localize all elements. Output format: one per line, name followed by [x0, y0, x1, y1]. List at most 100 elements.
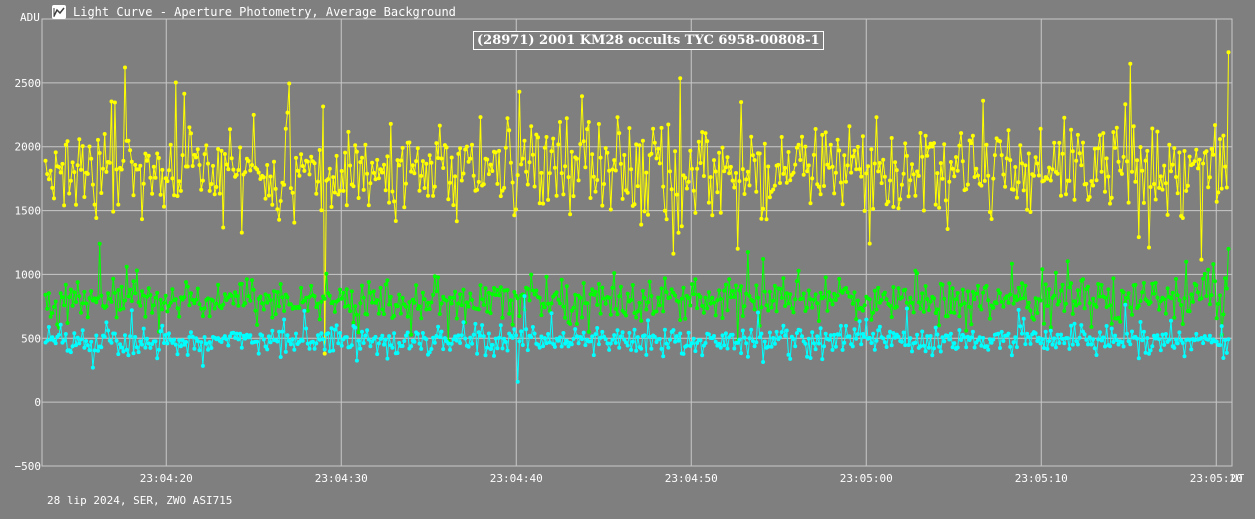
data-point-comparison [378, 285, 383, 290]
data-point-comparison [1158, 299, 1163, 304]
data-point-target [945, 227, 950, 231]
data-point-target [1011, 187, 1016, 192]
data-point-comparison [1206, 267, 1211, 272]
y-tick-label: 1500 [15, 205, 42, 218]
data-point-target [578, 142, 583, 147]
data-point-comparison [527, 298, 532, 303]
data-point-target [959, 131, 964, 136]
data-point-target [361, 187, 366, 192]
data-point-comparison [50, 311, 55, 316]
data-point-comparison [1069, 281, 1074, 286]
data-point-target [960, 159, 965, 164]
data-point-background_series [1189, 347, 1194, 352]
data-point-background_series [1194, 331, 1199, 336]
data-point-background_series [1143, 350, 1148, 355]
data-point-target [454, 219, 459, 224]
data-point-target [937, 205, 942, 210]
data-point-comparison [659, 286, 664, 291]
data-point-background_series [1091, 337, 1096, 342]
data-point-target [214, 185, 219, 189]
data-point-comparison [624, 313, 628, 318]
data-point-target [155, 151, 160, 156]
data-point-background_series [962, 335, 967, 340]
data-point-target [1081, 140, 1085, 145]
data-point-target [74, 202, 78, 207]
data-point-background_series [756, 310, 760, 315]
data-point-comparison [158, 297, 163, 302]
data-point-comparison [612, 271, 617, 276]
data-point-comparison [960, 287, 965, 292]
data-point-background_series [908, 336, 913, 341]
data-point-background_series [664, 341, 669, 346]
data-point-comparison [1136, 303, 1141, 308]
data-point-comparison [1087, 301, 1092, 306]
data-point-background_series [1018, 324, 1023, 329]
data-point-target [209, 182, 214, 186]
data-point-comparison [189, 291, 193, 296]
data-point-background_series [596, 342, 601, 347]
data-point-comparison [815, 301, 820, 306]
x-tick-label: 23:04:20 [140, 472, 193, 485]
data-point-comparison [830, 302, 835, 307]
data-point-target [1006, 128, 1011, 133]
data-point-background_series [514, 333, 518, 338]
data-point-background_series [811, 341, 816, 346]
data-point-background_series [373, 334, 378, 339]
data-point-comparison [82, 289, 87, 294]
data-point-background_series [1125, 331, 1129, 336]
data-point-comparison [561, 304, 566, 309]
data-point-background_series [497, 335, 502, 340]
data-point-target [50, 185, 55, 190]
data-point-target [351, 184, 356, 189]
data-point-comparison [261, 307, 266, 312]
data-point-comparison [99, 293, 104, 298]
data-point-target [1187, 154, 1192, 159]
data-point-comparison [219, 306, 224, 311]
data-point-comparison [53, 299, 58, 304]
data-point-comparison [967, 304, 972, 309]
data-point-target [158, 192, 163, 197]
data-point-target [541, 201, 546, 206]
data-point-target [277, 217, 282, 222]
data-point-background_series [1052, 336, 1057, 341]
data-point-target [1091, 183, 1096, 188]
data-point-background_series [893, 335, 898, 340]
data-point-background_series [354, 358, 359, 363]
data-point-background_series [266, 334, 271, 339]
data-point-target [891, 204, 896, 209]
data-point-target [602, 182, 606, 186]
data-point-comparison [109, 299, 114, 304]
data-point-target [182, 91, 187, 96]
data-point-target [820, 132, 825, 137]
y-tick-label: 2000 [15, 141, 42, 154]
data-point-target [596, 122, 601, 126]
data-point-target [728, 164, 733, 169]
data-point-target [270, 202, 275, 207]
data-point-background_series [94, 333, 99, 338]
data-point-background_series [302, 308, 307, 313]
data-point-comparison [361, 295, 366, 300]
data-point-target [947, 179, 952, 184]
data-point-target [598, 155, 603, 160]
data-point-comparison [894, 304, 899, 309]
x-tick-label: 23:04:40 [490, 472, 543, 485]
data-point-background_series [1006, 331, 1011, 336]
data-point-target [982, 178, 987, 183]
data-point-background_series [184, 340, 188, 344]
data-point-target [370, 160, 375, 165]
data-point-target [622, 153, 627, 157]
data-point-background_series [1155, 333, 1160, 338]
data-point-background_series [248, 333, 253, 338]
data-point-target [1050, 167, 1055, 172]
data-point-background_series [287, 339, 292, 343]
data-point-comparison [481, 302, 486, 307]
data-point-comparison [343, 304, 348, 309]
data-point-background_series [1192, 338, 1197, 343]
data-point-background_series [1199, 336, 1204, 340]
data-point-comparison [182, 295, 187, 300]
data-point-background_series [524, 327, 529, 332]
x-tick-label: 23:04:50 [665, 472, 718, 485]
data-point-comparison [464, 300, 469, 305]
data-point-background_series [932, 346, 936, 351]
data-point-comparison [200, 314, 205, 319]
